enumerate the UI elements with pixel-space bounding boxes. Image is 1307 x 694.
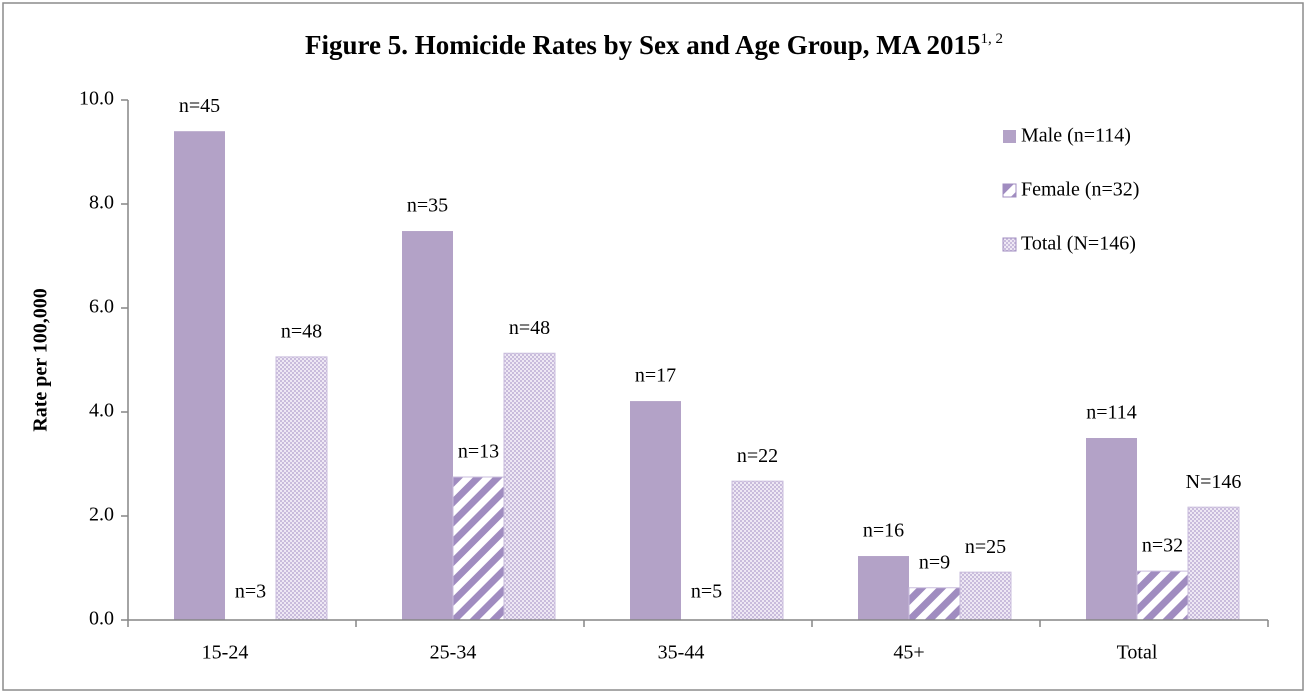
data-label: n=13 bbox=[458, 441, 499, 463]
data-label: n=45 bbox=[179, 95, 220, 117]
legend-label: Male (n=114) bbox=[1021, 125, 1131, 147]
data-label: n=17 bbox=[635, 365, 676, 387]
data-label: N=146 bbox=[1186, 471, 1242, 493]
y-tick-label: 8.0 bbox=[89, 192, 114, 214]
title-text: Figure 5. Homicide Rates by Sex and Age … bbox=[305, 30, 981, 60]
y-tick-label: 2.0 bbox=[89, 504, 114, 526]
data-label: n=48 bbox=[509, 317, 550, 339]
bar bbox=[275, 356, 328, 621]
bar bbox=[503, 352, 556, 621]
legend-label: Female (n=32) bbox=[1021, 179, 1139, 201]
bar bbox=[959, 571, 1012, 621]
x-tick-label: 45+ bbox=[893, 642, 924, 664]
bar bbox=[908, 587, 961, 621]
title-superscript: 1, 2 bbox=[981, 31, 1004, 47]
y-tick-label: 0.0 bbox=[89, 608, 114, 630]
bar bbox=[402, 231, 453, 621]
x-tick-label: 25-34 bbox=[430, 642, 477, 664]
x-tick-label: 35-44 bbox=[658, 642, 705, 664]
data-label: n=114 bbox=[1086, 402, 1137, 424]
bar bbox=[1086, 438, 1137, 620]
legend-swatch bbox=[1002, 183, 1017, 198]
x-tick-label: Total bbox=[1117, 642, 1158, 664]
legend-swatch bbox=[1003, 130, 1016, 143]
data-label: n=5 bbox=[691, 581, 722, 603]
legend-label: Total (N=146) bbox=[1021, 233, 1136, 255]
data-label: n=32 bbox=[1142, 535, 1183, 557]
data-label: n=22 bbox=[737, 445, 778, 467]
bar bbox=[731, 480, 784, 621]
y-axis-title: Rate per 100,000 bbox=[30, 288, 52, 432]
bar bbox=[1136, 570, 1189, 621]
bar bbox=[858, 556, 909, 620]
bar bbox=[452, 476, 505, 621]
chart-title: Figure 5. Homicide Rates by Sex and Age … bbox=[305, 30, 1003, 60]
legend-swatch bbox=[1002, 237, 1017, 252]
x-tick-label: 15-24 bbox=[202, 642, 249, 664]
y-tick-label: 6.0 bbox=[89, 296, 114, 318]
data-label: n=16 bbox=[863, 520, 904, 542]
data-label: n=48 bbox=[281, 320, 322, 342]
data-label: n=35 bbox=[407, 195, 448, 217]
data-label: n=3 bbox=[235, 581, 266, 603]
bar bbox=[174, 131, 225, 620]
bar bbox=[1187, 506, 1240, 621]
y-tick-label: 4.0 bbox=[89, 400, 114, 422]
y-tick-label: 10.0 bbox=[79, 88, 114, 110]
data-label: n=25 bbox=[965, 536, 1006, 558]
bar bbox=[630, 401, 681, 620]
data-label: n=9 bbox=[919, 551, 950, 573]
